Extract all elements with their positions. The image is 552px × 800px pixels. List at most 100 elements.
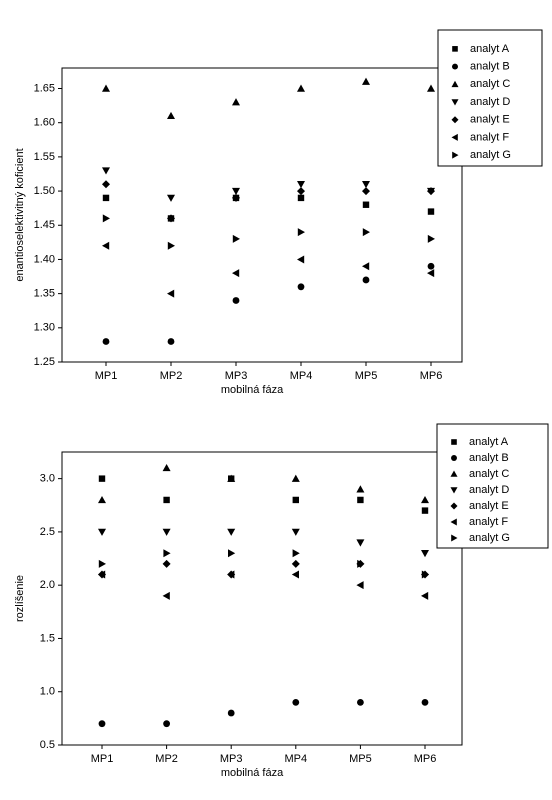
data-point: [163, 496, 170, 504]
data-point: [232, 269, 240, 278]
y-axis-label: enantioselektivitný koficient: [14, 148, 26, 281]
x-tick-label: MP3: [225, 370, 248, 382]
data-point: [167, 289, 175, 298]
data-point: [427, 269, 435, 278]
data-point: [297, 181, 305, 189]
data-point: [427, 208, 435, 215]
legend-label: analyt E: [469, 500, 509, 512]
data-point: [356, 581, 364, 590]
data-point: [232, 234, 240, 243]
data-point: [232, 297, 240, 304]
x-tick-label: MP1: [91, 753, 114, 765]
y-tick-label: 0.5: [40, 739, 55, 751]
data-point: [232, 193, 240, 202]
y-tick-label: 1.30: [34, 322, 55, 334]
x-tick-label: MP3: [220, 753, 243, 765]
legend-box: [437, 29, 543, 167]
data-point: [167, 338, 175, 345]
data-point: [297, 187, 305, 196]
y-tick-label: 1.55: [34, 151, 55, 163]
y-tick-label: 1.5: [40, 632, 55, 644]
data-point: [102, 84, 110, 92]
legend-label: analyt D: [469, 484, 509, 496]
data-point: [362, 77, 370, 85]
y-tick-label: 1.35: [34, 288, 55, 300]
legend-marker: [451, 116, 459, 124]
data-point: [102, 180, 110, 189]
legend-marker: [450, 470, 458, 477]
data-point: [102, 241, 110, 250]
data-point: [362, 187, 370, 196]
legend-label: analyt G: [470, 149, 511, 161]
y-tick-label: 1.45: [34, 219, 55, 231]
data-point: [362, 262, 370, 271]
legend-label: analyt A: [470, 43, 510, 55]
data-point: [362, 228, 370, 237]
legend-label: analyt A: [469, 436, 509, 448]
x-tick-label: MP5: [349, 753, 372, 765]
data-point: [162, 559, 171, 568]
legend-label: analyt C: [469, 468, 509, 480]
data-point: [297, 194, 305, 202]
legend-marker: [451, 439, 457, 445]
plot-frame: [61, 451, 463, 746]
data-point: [167, 214, 175, 223]
data-point: [98, 495, 106, 504]
data-point: [356, 539, 365, 547]
data-point: [98, 528, 106, 536]
data-point: [291, 559, 300, 568]
data-point: [102, 338, 110, 345]
data-point: [98, 720, 106, 728]
legend-marker: [450, 487, 458, 494]
y-tick-label: 2.5: [40, 526, 55, 538]
data-point: [421, 550, 429, 558]
data-point: [163, 720, 171, 728]
legend-marker: [452, 151, 459, 159]
x-axis-label: mobilná fáza: [221, 767, 284, 779]
legend-marker: [451, 80, 459, 88]
y-axis-label: rozlíšenie: [14, 575, 26, 622]
y-tick-label: 1.25: [34, 356, 55, 368]
data-point: [98, 559, 106, 568]
data-point: [356, 485, 365, 493]
legend-label: analyt D: [470, 96, 510, 108]
data-point: [232, 187, 240, 196]
y-tick-label: 1.0: [40, 686, 55, 698]
y-tick-label: 3.0: [40, 473, 55, 485]
data-point: [421, 507, 429, 514]
legend-marker: [450, 502, 458, 510]
data-point: [291, 570, 299, 579]
data-point: [297, 228, 305, 237]
y-tick-label: 1.60: [34, 117, 55, 129]
legend-label: analyt F: [470, 131, 509, 143]
data-point: [102, 167, 110, 175]
data-point: [297, 283, 305, 291]
legend-label: analyt G: [469, 532, 510, 544]
data-point: [163, 549, 171, 558]
data-point: [362, 276, 370, 284]
data-point: [167, 194, 175, 202]
legend-label: analyt B: [469, 452, 509, 464]
legend-marker: [450, 518, 457, 526]
data-point: [291, 474, 300, 482]
data-point: [102, 214, 110, 223]
x-tick-label: MP4: [290, 370, 313, 382]
legend-label: analyt C: [470, 78, 510, 90]
data-point: [227, 528, 236, 536]
data-point: [421, 570, 429, 579]
data-point: [357, 559, 365, 568]
data-point: [292, 549, 300, 558]
x-tick-label: MP6: [414, 753, 437, 765]
legend-marker: [451, 133, 458, 141]
legend-marker: [452, 63, 458, 70]
x-tick-label: MP1: [95, 370, 118, 382]
data-point: [297, 255, 305, 264]
data-point: [228, 549, 236, 558]
data-point: [421, 698, 429, 706]
data-point: [362, 181, 370, 189]
legend-label: analyt B: [470, 60, 510, 72]
x-tick-label: MP5: [355, 370, 378, 382]
data-point: [297, 84, 305, 92]
data-point: [357, 698, 364, 706]
plot-frame: [61, 67, 463, 363]
